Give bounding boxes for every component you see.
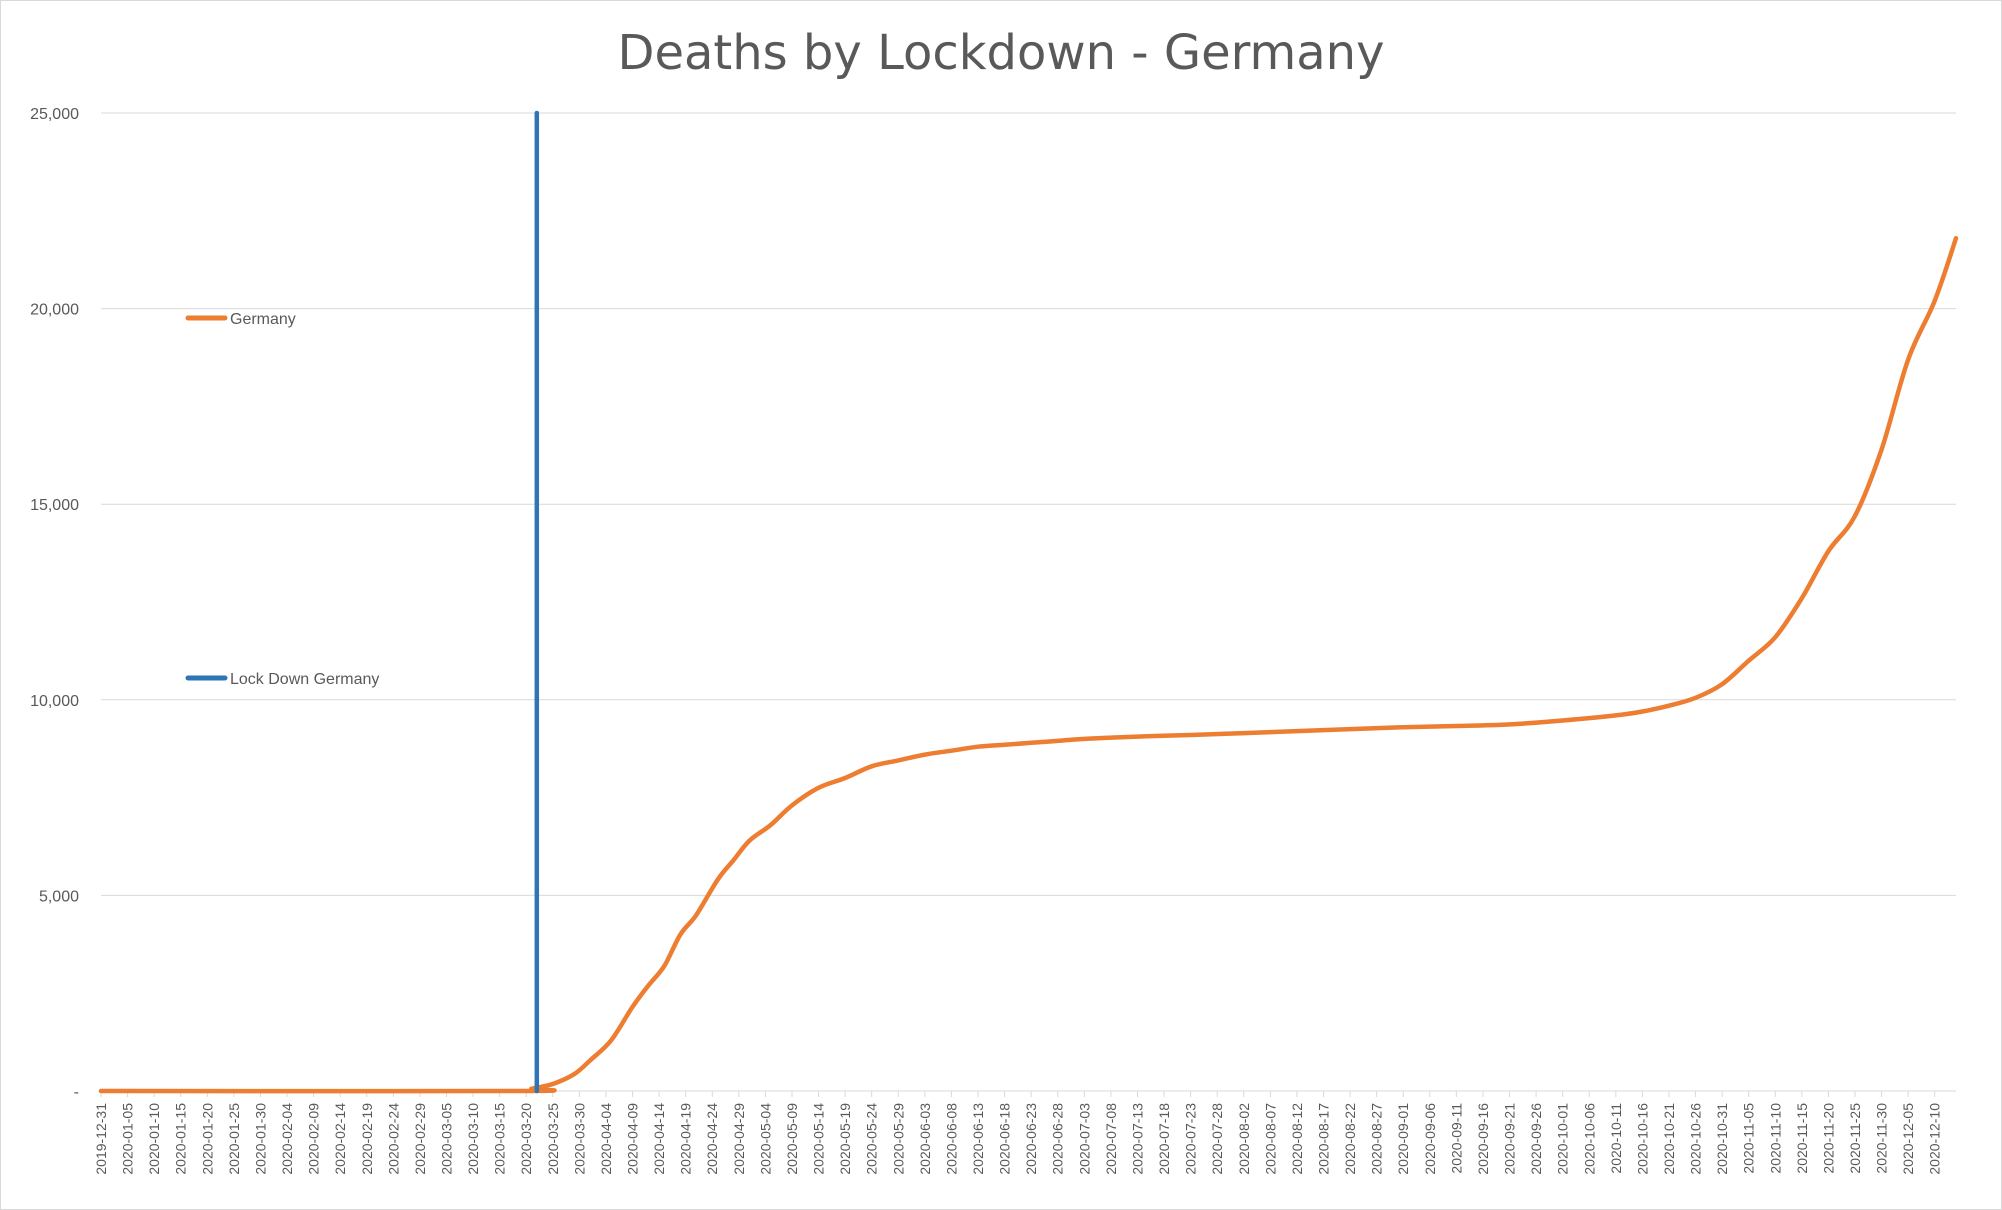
legend-label-1: Lock Down Germany [230, 671, 379, 688]
y-tick-label: 5,000 [39, 888, 79, 905]
x-tick-label: 2020-01-10 [146, 1103, 162, 1175]
y-axis-ticks: - 5,000 10,000 15,000 20,000 25,000 [30, 106, 79, 1101]
x-tick-label: 2020-11-05 [1741, 1103, 1757, 1174]
x-tick-label: 2020-02-09 [306, 1103, 322, 1175]
x-tick-label: 2020-03-30 [571, 1103, 587, 1175]
legend-label-0: Germany [230, 311, 296, 328]
x-tick-label: 2020-08-02 [1236, 1103, 1252, 1175]
x-tick-label: 2020-05-29 [890, 1103, 906, 1175]
x-tick-label: 2020-06-23 [1023, 1103, 1039, 1175]
x-tick-label: 2020-05-19 [837, 1103, 853, 1175]
x-tick-label: 2020-11-30 [1874, 1103, 1890, 1174]
y-tick-label: 25,000 [30, 106, 79, 123]
x-tick-label: 2020-08-12 [1289, 1103, 1305, 1175]
x-tick-label: 2020-01-15 [173, 1103, 189, 1175]
x-tick-label: 2020-04-14 [651, 1103, 667, 1175]
x-axis-ticks: 2019-12-31 2020-01-05 2020-01-10 2020-01-15… [93, 1091, 1943, 1175]
x-tick-label: 2020-02-29 [412, 1103, 428, 1175]
x-tick-label: 2020-11-20 [1820, 1103, 1836, 1174]
x-tick-label: 2020-01-30 [252, 1103, 268, 1175]
x-tick-label: 2020-11-10 [1767, 1103, 1783, 1174]
x-tick-label: 2020-04-09 [625, 1103, 641, 1175]
x-tick-label: 2020-07-03 [1076, 1103, 1092, 1175]
x-tick-label: 2020-11-25 [1847, 1103, 1863, 1174]
y-tick-label: 10,000 [30, 693, 79, 710]
chart-title: Deaths by Lockdown - Germany [618, 25, 1385, 81]
x-tick-label: 2020-10-31 [1714, 1103, 1730, 1175]
x-tick-label: 2020-02-19 [359, 1103, 375, 1175]
x-tick-label: 2020-07-18 [1156, 1103, 1172, 1175]
x-tick-label: 2020-09-11 [1448, 1103, 1464, 1174]
gridlines [101, 112, 1956, 1092]
x-tick-label: 2020-06-03 [917, 1103, 933, 1175]
legend: Germany Lock Down Germany [185, 311, 379, 688]
x-tick-label: 2020-02-04 [279, 1103, 295, 1175]
x-tick-label: 2020-03-25 [545, 1103, 561, 1175]
x-tick-label: 2020-05-14 [811, 1103, 827, 1175]
x-tick-label: 2020-08-07 [1262, 1103, 1278, 1175]
x-tick-label: 2020-01-05 [120, 1103, 136, 1175]
x-tick-label: 2020-04-24 [704, 1103, 720, 1175]
series-lines [98, 110, 1959, 1094]
x-tick-label: 2020-10-26 [1688, 1103, 1704, 1175]
x-tick-label: 2020-12-05 [1900, 1103, 1916, 1175]
x-tick-label: 2020-09-01 [1395, 1103, 1411, 1175]
x-tick-label: 2020-05-09 [784, 1103, 800, 1175]
x-tick-label: 2020-04-19 [678, 1103, 694, 1175]
x-tick-label: 2020-09-26 [1528, 1103, 1544, 1175]
x-tick-label: 2020-06-18 [997, 1103, 1013, 1175]
x-tick-label: 2020-10-21 [1661, 1103, 1677, 1175]
x-tick-label: 2020-04-04 [598, 1103, 614, 1175]
x-tick-label: 2020-10-01 [1555, 1103, 1571, 1175]
series-line-0 [98, 235, 1959, 1094]
x-tick-label: 2020-07-23 [1183, 1103, 1199, 1175]
x-tick-label: 2020-01-20 [199, 1103, 215, 1175]
x-tick-label: 2020-05-24 [864, 1103, 880, 1175]
x-tick-label: 2020-10-11 [1608, 1103, 1624, 1174]
y-tick-label: 15,000 [30, 497, 79, 514]
x-tick-label: 2020-02-24 [385, 1103, 401, 1175]
x-tick-label: 2020-05-04 [757, 1103, 773, 1175]
x-tick-label: 2020-06-08 [943, 1103, 959, 1175]
x-tick-label: 2020-08-27 [1369, 1103, 1385, 1175]
x-tick-label: 2020-09-06 [1422, 1103, 1438, 1175]
y-tick-label: 20,000 [30, 302, 79, 319]
x-tick-label: 2020-03-15 [492, 1103, 508, 1175]
x-tick-label: 2020-04-29 [731, 1103, 747, 1175]
y-tick-label: - [74, 1084, 79, 1101]
x-tick-label: 2020-02-14 [332, 1103, 348, 1175]
x-tick-label: 2020-12-10 [1927, 1103, 1943, 1175]
x-tick-label: 2020-03-10 [465, 1103, 481, 1175]
x-tick-label: 2020-10-06 [1581, 1103, 1597, 1175]
x-tick-label: 2020-11-15 [1794, 1103, 1810, 1174]
x-tick-label: 2020-03-20 [518, 1103, 534, 1175]
x-tick-label: 2020-09-16 [1475, 1103, 1491, 1175]
x-tick-label: 2020-01-25 [226, 1103, 242, 1175]
x-tick-label: 2020-09-21 [1502, 1103, 1518, 1175]
x-tick-label: 2020-07-13 [1129, 1103, 1145, 1175]
x-tick-label: 2020-06-13 [970, 1103, 986, 1175]
x-tick-label: 2020-06-28 [1050, 1103, 1066, 1175]
x-tick-label: 2020-10-16 [1634, 1103, 1650, 1175]
x-tick-label: 2020-07-08 [1103, 1103, 1119, 1175]
x-tick-label: 2019-12-31 [93, 1103, 109, 1175]
x-tick-label: 2020-08-17 [1315, 1103, 1331, 1175]
x-tick-label: 2020-08-22 [1342, 1103, 1358, 1175]
x-tick-label: 2020-03-05 [438, 1103, 454, 1175]
x-tick-label: 2020-07-28 [1209, 1103, 1225, 1175]
